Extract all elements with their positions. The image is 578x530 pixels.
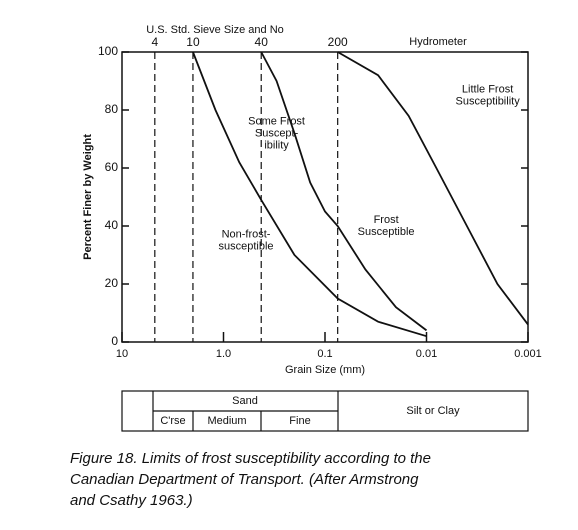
annotation: Some Frost [248,116,305,128]
soil-table [121,390,529,432]
table-cell: Sand [232,395,258,407]
annotation: Frost [374,214,399,226]
annotation: susceptible [218,241,273,253]
caption-line: and Csathy 1963.) [70,492,193,509]
x2-tick-label: 4 [151,35,158,49]
annotation: Suscept- [255,128,299,140]
x-tick-label: 0.1 [317,348,332,360]
curve [192,51,427,338]
y-tick-label: 60 [105,160,119,174]
annotation: Susceptibility [456,96,521,108]
top-axis-title: U.S. Std. Sieve Size and No [146,24,284,36]
table-cell: Fine [289,415,310,427]
x2-tick-label: 10 [186,35,200,49]
x-tick-label: 1.0 [216,348,231,360]
table-cell: Silt or Clay [406,405,460,417]
x-axis-label: Grain Size (mm) [285,364,365,376]
y-tick-label: 40 [105,218,119,232]
x-tick-label: 10 [116,348,128,360]
curve [260,51,428,332]
annotation: Little Frost [462,84,513,96]
x-tick-label: 0.001 [514,348,542,360]
x2-tick-label: 200 [328,35,348,49]
y-tick-label: 0 [111,334,118,348]
x2-tick-label: 40 [255,35,269,49]
y-tick-label: 100 [98,44,118,58]
curve [337,51,529,326]
annotation: Non-frost- [222,229,271,241]
caption-line: Figure 18. Limits of frost susceptibilit… [70,450,431,467]
table-frame [121,390,529,432]
annotation: Susceptible [358,226,415,238]
caption-line: Canadian Department of Transport. (After… [70,471,419,488]
table-cell: C'rse [160,415,185,427]
hydrometer-label: Hydrometer [409,36,467,48]
y-tick-label: 80 [105,102,119,116]
y-tick-label: 20 [105,276,119,290]
y-axis-label: Percent Finer by Weight [82,134,94,260]
annotation: ibility [264,140,289,152]
x-tick-label: 0.01 [416,348,437,360]
table-cell: Medium [207,415,246,427]
